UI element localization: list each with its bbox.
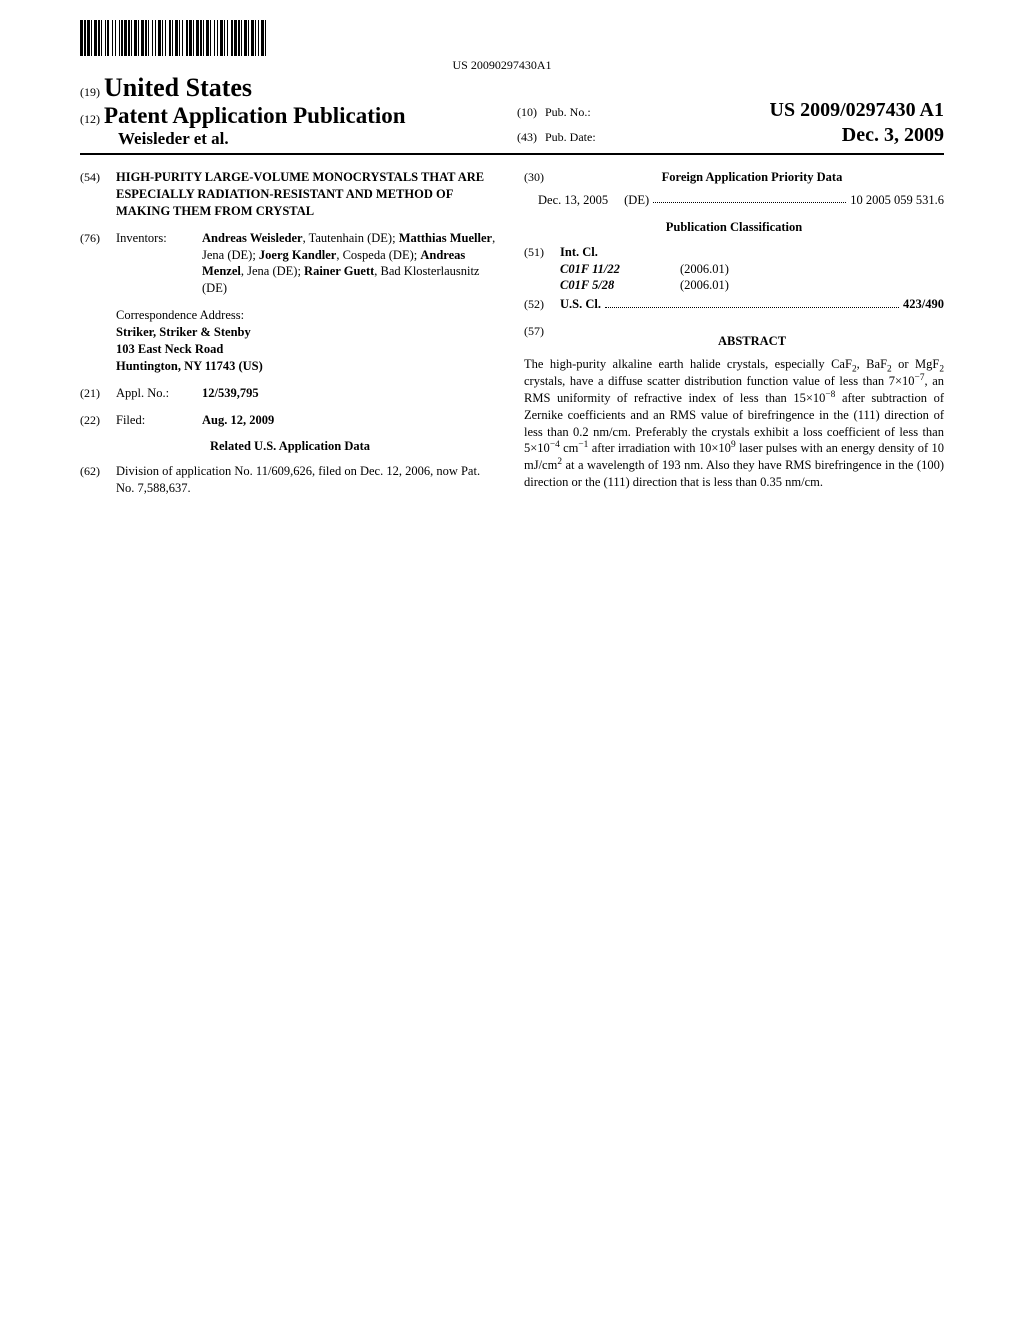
entry-appl-no: (21) Appl. No.: 12/539,795 xyxy=(80,385,500,402)
authors-surname: Weisleder et al. xyxy=(80,129,507,149)
foreign-country: (DE) xyxy=(624,192,649,209)
entry-foreign-heading: (30) Foreign Application Priority Data xyxy=(524,169,944,186)
dots-leader xyxy=(653,192,846,203)
header-right: (10) Pub. No.: US 2009/0297430 A1 (43) P… xyxy=(507,99,944,149)
code-76: (76) xyxy=(80,230,116,298)
corr-street: 103 East Neck Road xyxy=(116,341,500,358)
int-cl-year: (2006.01) xyxy=(680,277,729,294)
code-62: (62) xyxy=(80,463,116,497)
pub-date-value: Dec. 3, 2009 xyxy=(842,124,944,147)
filed-value: Aug. 12, 2009 xyxy=(202,412,500,429)
pub-date-label: Pub. Date: xyxy=(545,130,596,145)
us-cl-label: U.S. Cl. xyxy=(560,296,601,313)
abstract-header: (57) ABSTRACT xyxy=(524,323,944,356)
header-left: (19) United States (12) Patent Applicati… xyxy=(80,73,507,149)
pub-class-heading: Publication Classification xyxy=(524,219,944,236)
int-cl-year: (2006.01) xyxy=(680,261,729,278)
entry-us-cl: (52) U.S. Cl. 423/490 xyxy=(524,296,944,313)
patent-cover-page: US 20090297430A1 (19) United States (12)… xyxy=(0,0,1024,547)
code-54: (54) xyxy=(80,169,116,220)
publication-type: Patent Application Publication xyxy=(104,103,406,128)
related-text: Division of application No. 11/609,626, … xyxy=(116,463,500,497)
dots-leader xyxy=(605,297,899,308)
code-43: (43) xyxy=(517,130,537,145)
corr-city: Huntington, NY 11743 (US) xyxy=(116,358,500,375)
int-cl-label: Int. Cl. xyxy=(560,244,944,261)
int-cl-code: C01F 11/22 xyxy=(560,261,680,278)
body-columns: (54) HIGH-PURITY LARGE-VOLUME MONOCRYSTA… xyxy=(80,169,944,507)
barcode-number: US 20090297430A1 xyxy=(80,58,924,73)
code-10: (10) xyxy=(517,105,537,120)
code-19: (19) xyxy=(80,85,100,99)
us-cl-value: 423/490 xyxy=(903,296,944,313)
entry-title: (54) HIGH-PURITY LARGE-VOLUME MONOCRYSTA… xyxy=(80,169,500,220)
corr-label: Correspondence Address: xyxy=(116,307,500,324)
code-22: (22) xyxy=(80,412,116,429)
appl-no-value: 12/539,795 xyxy=(202,385,500,402)
code-57: (57) xyxy=(524,323,560,356)
country-name: United States xyxy=(104,73,252,102)
code-51: (51) xyxy=(524,244,560,295)
int-cl-code: C01F 5/28 xyxy=(560,277,680,294)
abstract-text: The high-purity alkaline earth halide cr… xyxy=(524,356,944,491)
barcode-block: US 20090297430A1 xyxy=(80,20,924,73)
code-30: (30) xyxy=(524,169,560,186)
invention-title: HIGH-PURITY LARGE-VOLUME MONOCRYSTALS TH… xyxy=(116,169,500,220)
int-cl-row: C01F 5/28(2006.01) xyxy=(560,277,944,294)
foreign-heading: Foreign Application Priority Data xyxy=(560,169,944,186)
code-21: (21) xyxy=(80,385,116,402)
foreign-priority-row: Dec. 13, 2005 (DE) 10 2005 059 531.6 xyxy=(538,192,944,209)
inventors-list: Andreas Weisleder, Tautenhain (DE); Matt… xyxy=(202,230,500,298)
us-cl-row: U.S. Cl. 423/490 xyxy=(560,296,944,313)
corr-name: Striker, Striker & Stenby xyxy=(116,324,500,341)
barcode xyxy=(80,20,924,56)
appl-no-label: Appl. No.: xyxy=(116,385,202,402)
int-cl-block: Int. Cl. C01F 11/22(2006.01)C01F 5/28(20… xyxy=(560,244,944,295)
right-column: (30) Foreign Application Priority Data D… xyxy=(524,169,944,507)
foreign-date: Dec. 13, 2005 xyxy=(538,192,608,209)
filed-label: Filed: xyxy=(116,412,202,429)
int-cl-row: C01F 11/22(2006.01) xyxy=(560,261,944,278)
publication-header: (19) United States (12) Patent Applicati… xyxy=(80,73,944,155)
inventors-label: Inventors: xyxy=(116,230,202,298)
abstract-heading: ABSTRACT xyxy=(560,333,944,350)
left-column: (54) HIGH-PURITY LARGE-VOLUME MONOCRYSTA… xyxy=(80,169,500,507)
code-12: (12) xyxy=(80,112,100,126)
entry-filed: (22) Filed: Aug. 12, 2009 xyxy=(80,412,500,429)
foreign-num: 10 2005 059 531.6 xyxy=(850,192,944,209)
pub-no-value: US 2009/0297430 A1 xyxy=(770,99,944,122)
entry-inventors: (76) Inventors: Andreas Weisleder, Taute… xyxy=(80,230,500,298)
related-heading: Related U.S. Application Data xyxy=(80,438,500,455)
correspondence-address: Correspondence Address: Striker, Striker… xyxy=(116,307,500,375)
pub-no-label: Pub. No.: xyxy=(545,105,591,120)
entry-related: (62) Division of application No. 11/609,… xyxy=(80,463,500,497)
code-52: (52) xyxy=(524,296,560,313)
entry-int-cl: (51) Int. Cl. C01F 11/22(2006.01)C01F 5/… xyxy=(524,244,944,295)
